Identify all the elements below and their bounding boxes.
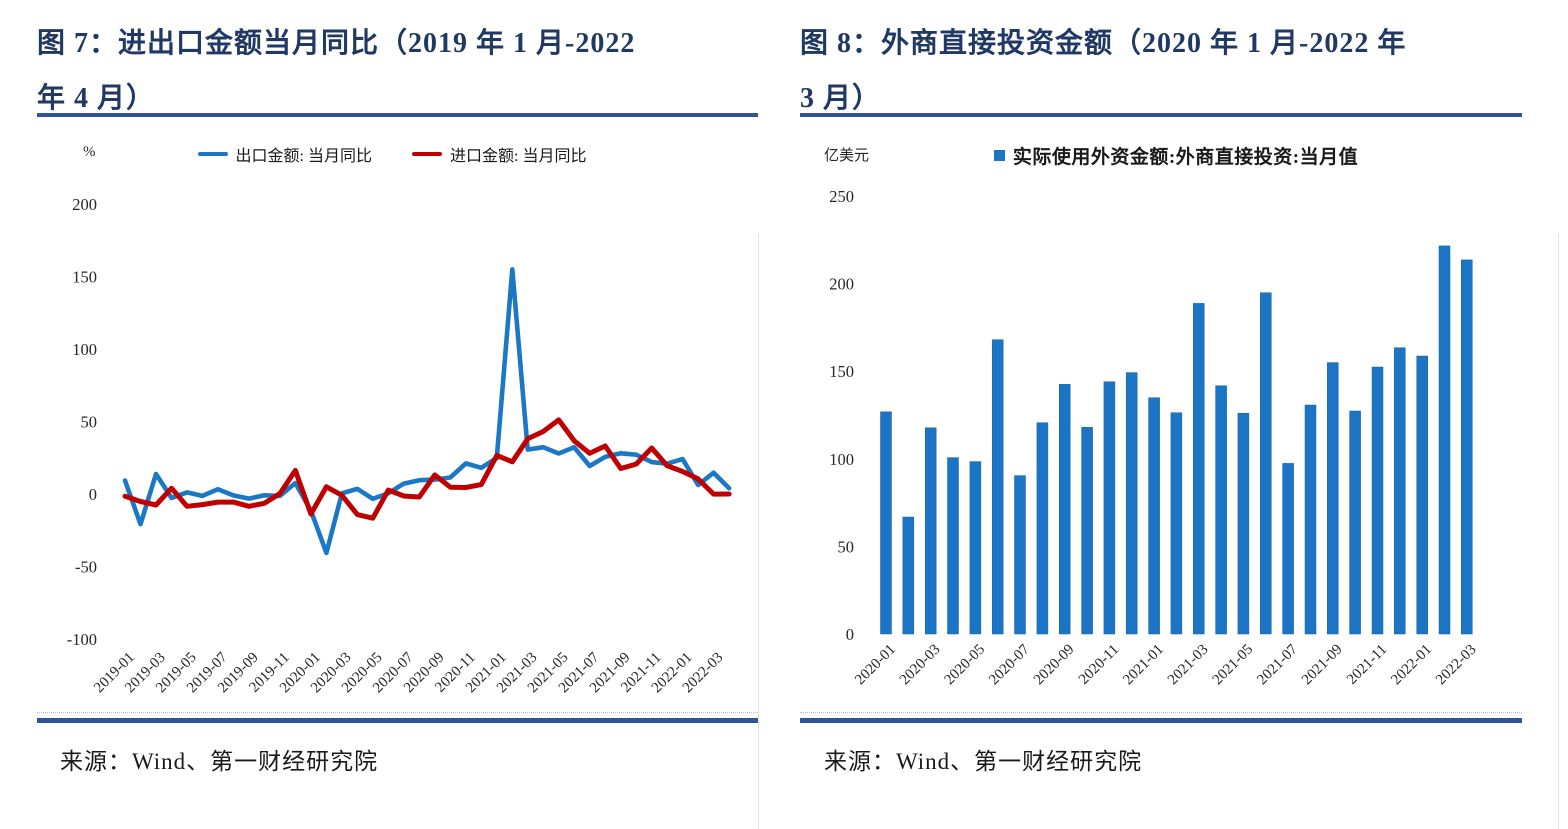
import-series-label: 进口金额: 当月同比 bbox=[450, 148, 587, 165]
x-tick-label: 2020-11 bbox=[1076, 642, 1122, 688]
y-tick-label: 100 bbox=[829, 450, 854, 469]
x-axis-tick-labels: 2020-012020-032020-052020-072020-092020-… bbox=[852, 641, 1480, 688]
figure-8-chart-area: 亿美元 实际使用外资金额:外商直接投资:当月值 250 200 150 100 50 0 2… bbox=[784, 117, 1568, 829]
y-axis-tick-labels: 200 150 100 50 0 -50 -100 bbox=[67, 195, 97, 649]
x-tick-label: 2020-01 bbox=[852, 642, 899, 689]
figure-8-title-line2: 3 月） bbox=[800, 83, 882, 114]
x-tick-label: 2021-05 bbox=[1210, 642, 1257, 689]
figure-8-title: 图 8：外商直接投资金额（2020 年 1 月-2022 年 3 月） bbox=[800, 16, 1406, 126]
bar bbox=[1371, 366, 1384, 635]
bar bbox=[1304, 404, 1317, 635]
bar bbox=[1103, 381, 1116, 635]
bar bbox=[1260, 292, 1272, 635]
y-tick-label: 250 bbox=[829, 187, 854, 206]
bar bbox=[1327, 362, 1339, 635]
bar bbox=[1148, 397, 1160, 635]
x-tick-label: 2020-09 bbox=[1031, 642, 1078, 689]
fdi-bar-chart: 2502001501005002020-012020-032020-052020… bbox=[829, 187, 1480, 688]
export-series-marker bbox=[197, 152, 228, 156]
figure-7-bottom-rule bbox=[37, 718, 758, 723]
x-axis-tick-labels: 2019-012019-032019-052019-072019-092019-… bbox=[91, 649, 726, 696]
x-tick-label: 2022-03 bbox=[1433, 642, 1480, 689]
bar bbox=[880, 411, 892, 635]
table-border-vertical bbox=[1558, 234, 1559, 829]
import-series-marker bbox=[412, 152, 442, 156]
y-tick-label: 100 bbox=[72, 340, 97, 359]
bar bbox=[902, 516, 915, 635]
figure-7-y-unit: % bbox=[83, 144, 96, 160]
y-tick-label: 0 bbox=[846, 625, 854, 644]
bar bbox=[1394, 347, 1406, 635]
table-border-horizontal bbox=[37, 712, 758, 713]
trade-yoy-line-chart: 200 150 100 50 0 -50 -1002019-012019-032019-05… bbox=[67, 195, 732, 696]
figure-7-title: 图 7：进出口金额当月同比（2019 年 1 月-2022 年 4 月） bbox=[37, 16, 635, 126]
figure-7-title-line2: 年 4 月） bbox=[37, 83, 156, 114]
x-tick-label: 2021-03 bbox=[1165, 642, 1212, 689]
figure-7-cell: 图 7：进出口金额当月同比（2019 年 1 月-2022 年 4 月） % 出… bbox=[0, 0, 784, 829]
y-tick-label: -50 bbox=[75, 558, 97, 577]
x-tick-label: 2020-03 bbox=[897, 642, 944, 689]
bar bbox=[924, 427, 937, 635]
figure-8-bottom-rule bbox=[800, 718, 1522, 723]
bar bbox=[1438, 245, 1451, 635]
x-tick-label: 2020-07 bbox=[986, 641, 1033, 688]
table-border-horizontal bbox=[800, 712, 1522, 713]
figure-7-source: 来源：Wind、第一财经研究院 bbox=[60, 749, 379, 774]
bar bbox=[1237, 412, 1250, 635]
figure-8-title-rule bbox=[800, 113, 1522, 117]
bar bbox=[1125, 372, 1138, 635]
figure-8-y-unit: 亿美元 bbox=[824, 148, 870, 164]
bar bbox=[1282, 463, 1294, 635]
bar bbox=[1215, 385, 1227, 635]
y-tick-label: 0 bbox=[89, 485, 97, 504]
bar bbox=[969, 461, 982, 635]
y-tick-label: 200 bbox=[72, 195, 97, 214]
bar-series bbox=[880, 245, 1473, 635]
y-tick-label: 200 bbox=[829, 275, 854, 294]
line-series-1 bbox=[122, 417, 732, 521]
export-series-label: 出口金额: 当月同比 bbox=[235, 148, 372, 165]
figure-8-source: 来源：Wind、第一财经研究院 bbox=[824, 749, 1143, 774]
x-tick-label: 2021-09 bbox=[1299, 642, 1346, 689]
figure-7-title-rule bbox=[37, 113, 758, 117]
y-axis-tick-labels: 250 200 150 100 50 0 bbox=[829, 187, 854, 644]
bar bbox=[1014, 475, 1026, 635]
x-tick-label: 2021-01 bbox=[1120, 642, 1167, 689]
bar bbox=[1193, 303, 1205, 635]
bar bbox=[1081, 427, 1093, 635]
bar bbox=[991, 339, 1004, 635]
bar bbox=[1416, 355, 1428, 635]
y-tick-label: -100 bbox=[67, 630, 97, 649]
table-border-vertical bbox=[758, 234, 759, 829]
bar bbox=[1036, 422, 1049, 635]
bar bbox=[1058, 384, 1071, 635]
bar bbox=[1461, 259, 1473, 635]
x-tick-label: 2021-11 bbox=[1344, 642, 1390, 688]
y-tick-label: 150 bbox=[72, 268, 97, 287]
figure-8-title-line1: 图 8：外商直接投资金额（2020 年 1 月-2022 年 bbox=[800, 28, 1407, 59]
bar bbox=[947, 457, 959, 635]
x-tick-label: 2020-05 bbox=[942, 642, 989, 689]
fdi-series-label: 实际使用外资金额:外商直接投资:当月值 bbox=[1012, 147, 1359, 168]
figure-7-chart-area: % 出口金额: 当月同比 进口金额: 当月同比 200 150 100 50 0 -50 -… bbox=[0, 117, 784, 829]
x-tick-label: 2022-01 bbox=[1388, 642, 1435, 689]
fdi-series-marker bbox=[993, 150, 1005, 161]
line-series-0 bbox=[122, 267, 732, 556]
figure-7-legend: 出口金额: 当月同比 进口金额: 当月同比 bbox=[0, 142, 784, 166]
bar bbox=[1349, 410, 1361, 635]
y-tick-label: 150 bbox=[829, 362, 854, 381]
x-tick-label: 2021-07 bbox=[1254, 641, 1301, 688]
y-tick-label: 50 bbox=[81, 413, 98, 432]
figure-8-legend: 实际使用外资金额:外商直接投资:当月值 bbox=[784, 142, 1568, 169]
figure-7-title-line1: 图 7：进出口金额当月同比（2019 年 1 月-2022 bbox=[37, 28, 636, 59]
y-tick-label: 50 bbox=[838, 537, 855, 556]
bar bbox=[1170, 412, 1183, 635]
figure-8-cell: 图 8：外商直接投资金额（2020 年 1 月-2022 年 3 月） 亿美元 … bbox=[784, 0, 1568, 829]
